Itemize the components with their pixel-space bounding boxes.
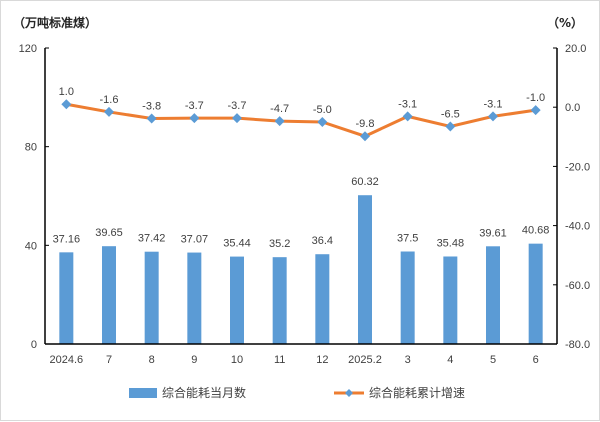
bar [486,246,500,344]
line-value-label: -3.8 [142,100,161,112]
x-tick-label: 6 [533,354,539,366]
bar [443,256,458,344]
x-tick-label: 2025.2 [348,354,382,366]
right-axis-unit: （%） [547,15,583,30]
line-value-label: -5.0 [313,104,332,116]
line-point [317,117,328,127]
legend-bar-label: 综合能耗当月数 [162,385,246,400]
line-series [66,102,536,138]
left-axis-unit: （万吨标准煤） [13,15,97,30]
x-tick-label: 9 [191,354,197,366]
bar [230,256,244,344]
left-tick-label: 120 [19,43,37,55]
line-value-label: -4.7 [270,103,289,115]
bar [400,251,415,344]
line-point [189,113,200,124]
line-point [530,105,541,116]
bar-value-label: 39.65 [95,227,123,239]
legend-bar-swatch [129,388,157,398]
x-tick-label: 3 [405,354,411,366]
line-point [360,131,370,142]
line-value-label: -1.0 [526,92,545,104]
line-point [232,113,242,124]
bar [528,243,543,344]
right-tick-label: 20.0 [565,43,586,55]
x-tick-label: 12 [316,354,328,366]
line-value-label: -3.7 [228,100,247,112]
bar-value-label: 39.61 [479,227,507,239]
line-value-label: -9.8 [356,118,375,130]
bar-value-label: 40.68 [522,225,550,237]
bar [59,252,74,344]
x-tick-label: 4 [447,354,453,366]
x-tick-label: 5 [490,354,496,366]
left-tick-label: 0 [31,339,37,351]
bar-value-label: 37.42 [138,233,166,245]
right-tick-label: -80.0 [565,339,590,351]
line-point [274,116,285,127]
left-tick-label: 40 [25,240,37,252]
bar [315,254,330,344]
x-tick-label: 11 [274,354,285,366]
legend-diamond-icon [345,389,353,397]
left-tick-label: 80 [25,142,37,154]
bar-value-label: 37.5 [397,233,418,245]
bar-value-label: 37.07 [181,234,209,246]
bar-value-label: 35.2 [269,238,290,250]
bar [272,257,287,344]
bar [102,246,116,344]
x-tick-label: 8 [149,354,155,366]
bar-value-label: 35.44 [223,238,251,250]
x-tick-label: 7 [106,354,112,366]
line-value-label: -3.1 [484,98,503,110]
bar-value-label: 36.4 [312,235,333,247]
x-tick-label: 10 [231,354,243,366]
line-value-label: -3.7 [185,100,204,112]
bar-value-label: 60.32 [351,176,379,188]
line-value-label: -1.6 [100,94,119,106]
line-point [488,111,498,122]
bar [187,252,202,344]
right-tick-label: -20.0 [565,161,590,173]
bar-value-label: 35.48 [437,237,465,249]
bar [358,195,372,344]
x-tick-label: 2024.6 [50,354,84,366]
line-value-label: 1.0 [59,86,74,98]
legend-line-label: 综合能耗累计增速 [369,385,465,400]
right-tick-label: 0.0 [565,102,580,114]
line-value-label: -6.5 [441,108,460,120]
bar-value-label: 37.16 [53,233,81,245]
right-tick-label: -40.0 [565,221,590,233]
line-point [104,106,114,117]
line-point [61,99,72,110]
line-point [402,111,413,122]
bar [144,251,159,344]
line-value-label: -3.1 [398,98,417,110]
right-tick-label: -60.0 [565,280,590,292]
line-point [146,113,157,124]
line-point [445,121,456,132]
